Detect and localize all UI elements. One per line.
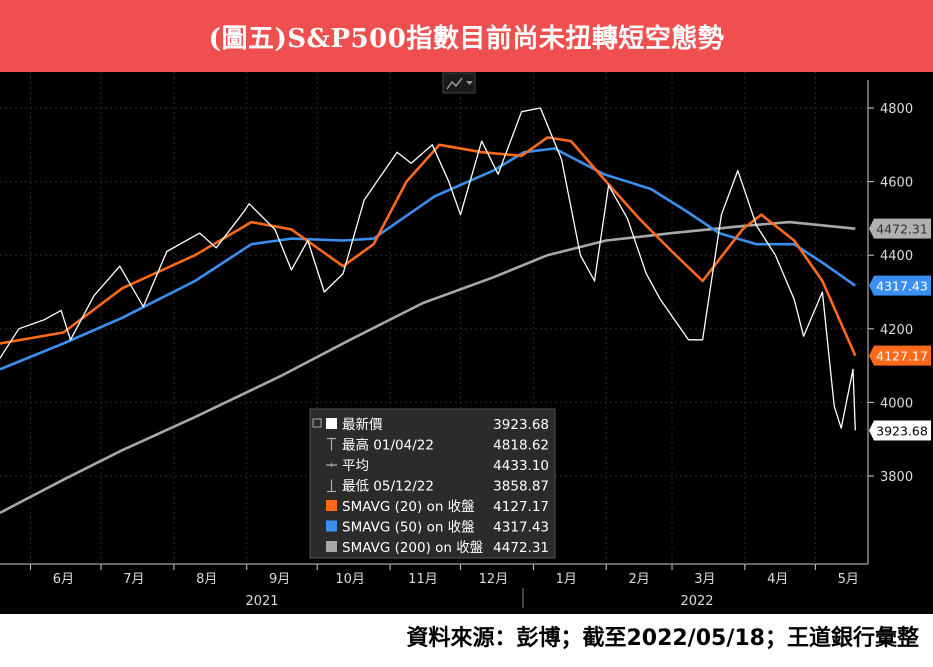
y-tick-label-4400: 4400 bbox=[880, 249, 913, 264]
chart-panel: 3800 4000 4200 4400 4600 4800 6月 7月 8月 9月 10月 11月 1… bbox=[0, 72, 933, 614]
y-tick-label-4800: 4800 bbox=[880, 102, 913, 117]
x-tick-label-8: 2月 bbox=[628, 572, 649, 587]
x-tick-label-2: 8月 bbox=[196, 572, 217, 587]
last-value-badge-sma50 bbox=[874, 275, 931, 296]
legend-value-3: 3858.87 bbox=[493, 479, 549, 495]
legend-label-5: SMAVG (50) on 收盤 bbox=[342, 520, 475, 536]
y-tick-label-4000: 4000 bbox=[880, 396, 913, 411]
last-value-label-sma200: 4472.31 bbox=[876, 222, 928, 237]
last-value-arrow-price bbox=[869, 420, 874, 441]
y-axis-ticks: 3800 4000 4200 4400 4600 4800 bbox=[868, 102, 913, 485]
last-value-label-price: 3923.68 bbox=[876, 423, 928, 438]
series-line-price bbox=[0, 107, 856, 431]
legend-box bbox=[309, 408, 556, 559]
legend: 最新價 3923.68 最高 01/04/22 4818.62 平均 4433.10 最低 … bbox=[309, 408, 556, 559]
x-tick-label-4: 10月 bbox=[335, 572, 365, 587]
legend-value-0: 3923.68 bbox=[493, 417, 549, 433]
series-line-sma50 bbox=[0, 147, 857, 371]
legend-marker-0 bbox=[326, 418, 337, 429]
y-tick-label-4600: 4600 bbox=[880, 176, 913, 191]
legend-marker-2 bbox=[326, 463, 337, 467]
legend-label-4: SMAVG (20) on 收盤 bbox=[342, 499, 475, 515]
last-value-badge-sma200 bbox=[874, 218, 931, 239]
x-tick-label-7: 1月 bbox=[556, 572, 577, 587]
legend-value-5: 4317.43 bbox=[493, 520, 549, 536]
legend-label-6: SMAVG (200) on 收盤 bbox=[342, 540, 484, 556]
last-value-arrow-sma200 bbox=[869, 218, 874, 239]
legend-marker-1 bbox=[327, 437, 336, 451]
x-tick-label-5: 11月 bbox=[408, 572, 438, 587]
legend-collapse-box bbox=[312, 418, 322, 428]
legend-value-6: 4472.31 bbox=[493, 540, 549, 556]
x-tick-label-6: 12月 bbox=[479, 572, 509, 587]
legend-marker-6 bbox=[326, 541, 337, 552]
last-value-arrow-sma50 bbox=[869, 275, 874, 296]
price-chart: 3800 4000 4200 4400 4600 4800 6月 7月 8月 9月 10月 11月 1… bbox=[0, 72, 931, 609]
last-value-labels: 4472.31 4317.43 4127.17 3923.68 bbox=[869, 218, 931, 441]
x-tick-label-0: 6月 bbox=[53, 572, 74, 587]
last-value-label-sma50: 4317.43 bbox=[876, 279, 928, 294]
x-tick-label-11: 5月 bbox=[838, 572, 859, 587]
chart-title: (圖五)S&P500指數目前尚未扭轉短空態勢 bbox=[208, 23, 725, 54]
legend-marker-4 bbox=[326, 500, 337, 511]
series-lines bbox=[0, 107, 857, 514]
last-value-label-sma20: 4127.17 bbox=[876, 349, 928, 364]
chart-type-button[interactable] bbox=[442, 72, 476, 94]
x-axis-ticks: 6月 7月 8月 9月 10月 11月 12月 1月 2月 3月 4月 5月 bbox=[30, 564, 859, 587]
series-line-sma20 bbox=[0, 136, 857, 357]
legend-label-2: 平均 bbox=[342, 458, 369, 474]
chart-type-icon bbox=[446, 77, 473, 90]
chart-title-banner: (圖五)S&P500指數目前尚未扭轉短空態勢 bbox=[0, 0, 933, 72]
last-value-badge-sma20 bbox=[874, 345, 931, 366]
x-tick-label-1: 7月 bbox=[123, 572, 144, 587]
legend-value-1: 4818.62 bbox=[493, 438, 549, 454]
year-label-2022: 2022 bbox=[680, 594, 713, 609]
x-tick-label-10: 4月 bbox=[767, 572, 788, 587]
legend-value-4: 4127.17 bbox=[493, 499, 549, 515]
y-tick-label-4200: 4200 bbox=[880, 323, 913, 338]
x-tick-label-3: 9月 bbox=[269, 572, 290, 587]
last-value-badge-price bbox=[874, 420, 931, 441]
legend-label-1: 最高 01/04/22 bbox=[342, 437, 434, 454]
legend-label-3: 最低 05/12/22 bbox=[342, 479, 434, 495]
last-value-arrow-sma20 bbox=[869, 345, 874, 366]
x-tick-label-9: 3月 bbox=[694, 572, 715, 587]
year-label-2021: 2021 bbox=[245, 594, 278, 609]
legend-marker-3 bbox=[327, 479, 336, 493]
y-tick-label-3800: 3800 bbox=[880, 470, 913, 485]
legend-marker-5 bbox=[326, 520, 337, 532]
source-note: 資料來源：彭博；截至2022/05/18；王道銀行彙整 bbox=[406, 626, 919, 651]
legend-label-0: 最新價 bbox=[342, 417, 383, 433]
series-line-sma200 bbox=[0, 220, 856, 514]
legend-value-2: 4433.10 bbox=[493, 458, 549, 474]
